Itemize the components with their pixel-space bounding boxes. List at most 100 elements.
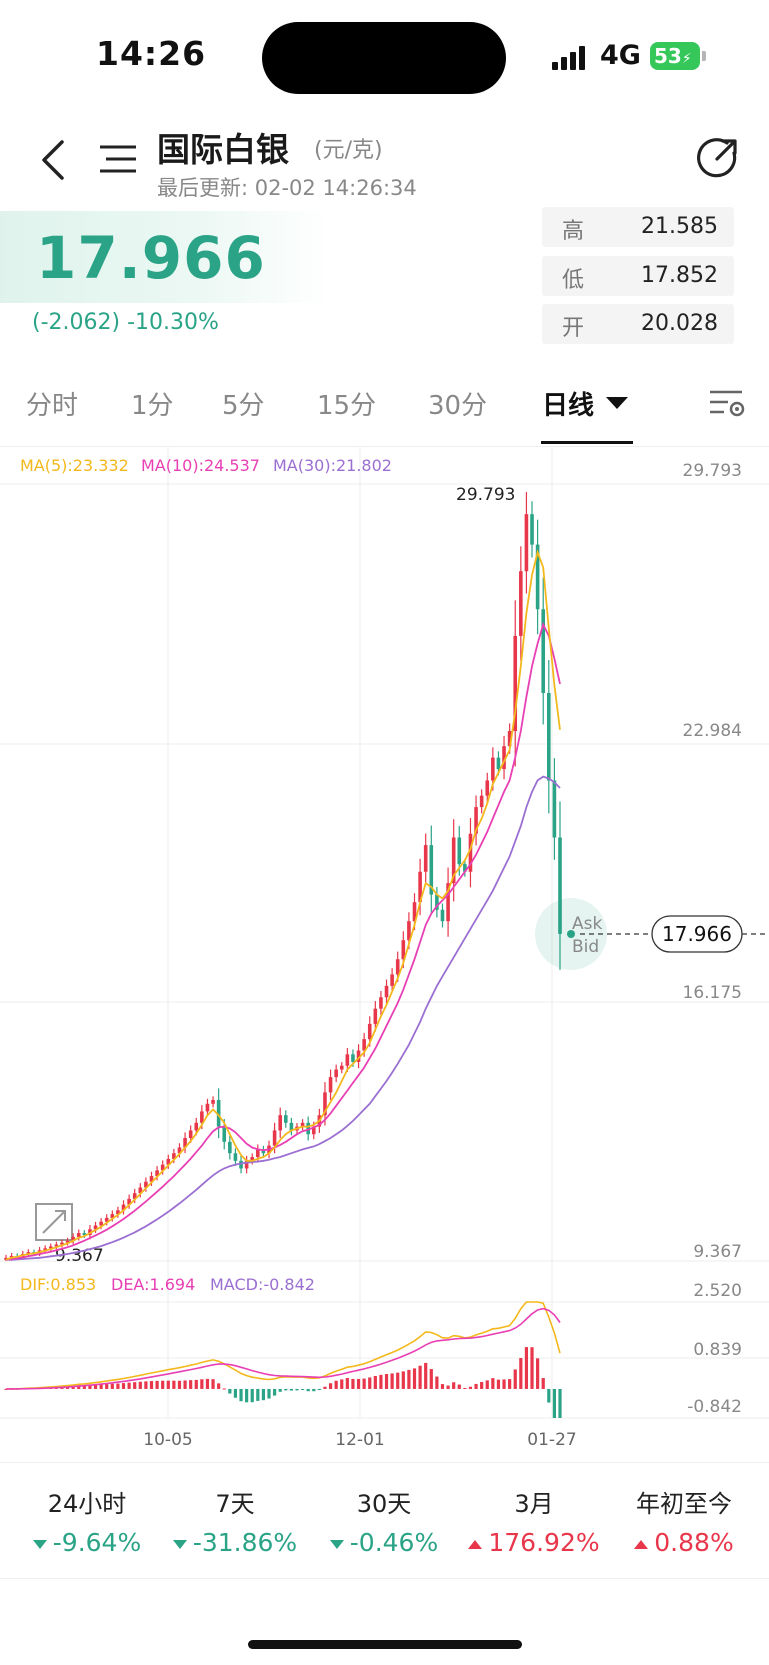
price-chart[interactable]: MA(5):23.332 MA(10):24.537 MA(30):21.802…	[0, 446, 769, 1466]
macd-bar	[412, 1368, 417, 1389]
candle-body	[463, 864, 467, 872]
high-value: 21.585	[641, 214, 718, 239]
tab-timeshare[interactable]: 分时	[26, 391, 79, 421]
candle-body	[283, 1115, 288, 1123]
perf-divider	[0, 1462, 769, 1463]
candle-body	[93, 1225, 98, 1230]
perf-change-text: -0.46%	[349, 1528, 439, 1557]
candle-body	[222, 1126, 227, 1142]
macd-bar	[121, 1383, 126, 1389]
share-icon[interactable]	[697, 137, 739, 179]
candle-body	[194, 1122, 199, 1131]
macd-bar	[273, 1388, 277, 1396]
perf-period-label: 年初至今	[636, 1490, 732, 1518]
macd-tick-label: 0.839	[693, 1340, 742, 1360]
macd-bar	[401, 1371, 405, 1389]
candle-body	[412, 902, 417, 922]
macd-bar	[200, 1379, 204, 1389]
menu-icon[interactable]	[100, 144, 136, 174]
perf-period-label: 3月	[514, 1490, 554, 1518]
y-tick-label: 16.175	[683, 983, 742, 1003]
battery-level: 53	[654, 44, 682, 68]
x-tick-label: 10-05	[143, 1430, 192, 1450]
candle-body	[440, 909, 445, 922]
candle-body	[468, 833, 473, 872]
macd-bar	[340, 1379, 344, 1389]
macd-bar	[435, 1376, 439, 1389]
candle-body	[272, 1130, 277, 1146]
macd-bar	[368, 1377, 372, 1389]
macd-bar	[267, 1388, 271, 1399]
triangle-up-icon	[468, 1539, 483, 1549]
candle-body	[300, 1122, 305, 1127]
open-row: 开 20.028	[542, 304, 734, 344]
candle-body	[205, 1103, 210, 1112]
legend-ma10: MA(10):24.537	[141, 456, 260, 475]
perf-change-text: 176.92%	[488, 1528, 600, 1557]
macd-bar	[418, 1365, 422, 1389]
candle-body	[233, 1153, 238, 1161]
candle-body	[311, 1126, 316, 1135]
macd-bar	[250, 1388, 254, 1403]
macd-bar	[127, 1382, 131, 1389]
cellular-signal-icon	[552, 46, 588, 70]
y-tick-label: 29.793	[683, 461, 742, 481]
perf-change-text: 0.88%	[654, 1528, 734, 1557]
candle-body	[519, 571, 523, 636]
candle-body	[228, 1141, 232, 1154]
candle-body	[43, 1248, 47, 1251]
macd-bar	[508, 1379, 512, 1389]
tab-5min[interactable]: 5分	[222, 391, 265, 421]
candle-body	[474, 807, 478, 834]
candle-body	[211, 1099, 215, 1104]
candle-body	[541, 609, 546, 693]
macd-bar	[205, 1378, 210, 1389]
chevron-down-icon[interactable]	[606, 397, 628, 409]
macd-bar	[116, 1383, 120, 1389]
dea-line	[6, 1307, 561, 1390]
min-price-label: 9.367	[55, 1246, 104, 1266]
candle-body	[256, 1149, 260, 1158]
back-arrow-icon[interactable]	[38, 138, 70, 182]
perf-change-value: -0.46%	[309, 1528, 459, 1557]
macd-bar	[88, 1385, 92, 1389]
macd-bar	[144, 1381, 148, 1389]
candle-body	[244, 1160, 249, 1169]
candle-body	[384, 985, 389, 998]
candle-body	[429, 845, 434, 895]
macd-bar	[172, 1380, 176, 1389]
y-tick-label: 22.984	[683, 721, 742, 741]
tab-30min[interactable]: 30分	[428, 391, 488, 421]
candle-body	[373, 1008, 378, 1024]
macd-bar	[429, 1369, 433, 1389]
tab-1min[interactable]: 1分	[131, 391, 174, 421]
macd-bar	[519, 1358, 523, 1389]
candle-body	[82, 1233, 87, 1236]
candle-body	[457, 837, 462, 865]
tab-15min[interactable]: 15分	[317, 391, 377, 421]
chart-settings-icon[interactable]	[708, 388, 746, 420]
perf-bottom-divider	[0, 1578, 769, 1579]
candle-body	[54, 1244, 59, 1247]
tab-daily[interactable]: 日线	[542, 391, 595, 421]
expand-icon[interactable]	[35, 1203, 73, 1241]
macd-histogram	[4, 1301, 562, 1418]
macd-bar	[77, 1385, 81, 1389]
perf-period-label: 7天	[215, 1490, 255, 1518]
macd-bar	[183, 1380, 187, 1389]
macd-bar	[211, 1379, 215, 1389]
macd-bar	[396, 1372, 400, 1389]
candle-body	[362, 1039, 366, 1051]
legend-dif: DIF:0.853	[20, 1275, 96, 1294]
perf-period-label: 30天	[356, 1490, 412, 1518]
macd-bar	[463, 1388, 467, 1390]
macd-bar	[161, 1380, 165, 1389]
candle-body	[418, 871, 422, 903]
macd-bar	[222, 1388, 226, 1390]
candle-body	[334, 1069, 338, 1078]
macd-bar	[323, 1386, 327, 1389]
price-change: (-2.062) -10.30%	[32, 310, 219, 335]
candlestick-series	[4, 491, 562, 1261]
macd-bar	[407, 1369, 411, 1389]
triangle-down-icon	[329, 1539, 344, 1549]
